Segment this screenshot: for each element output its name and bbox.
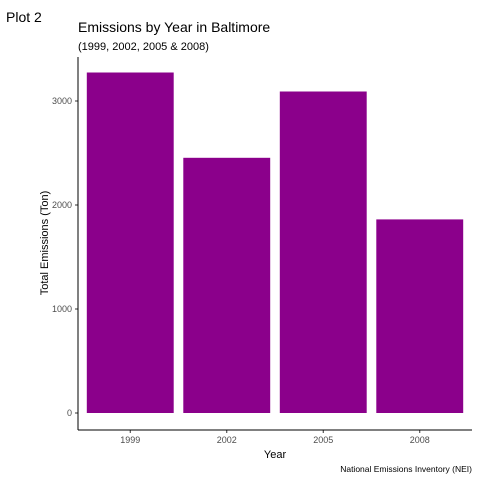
y-tick-label-1000: 1000 <box>52 304 72 314</box>
x-axis-ticks: 1999 2002 2005 2008 <box>120 430 430 445</box>
y-axis-ticks: 0 1000 2000 3000 <box>52 96 78 418</box>
bar-2008 <box>376 219 464 413</box>
y-tick-label-0: 0 <box>67 408 72 418</box>
y-axis-title: Total Emissions (Ton) <box>39 191 51 296</box>
y-tick-label-3000: 3000 <box>52 96 72 106</box>
bars-group <box>86 72 464 413</box>
bar-1999 <box>86 72 174 413</box>
x-tick-label-2005: 2005 <box>313 435 333 445</box>
y-tick-label-2000: 2000 <box>52 200 72 210</box>
bar-2002 <box>183 157 271 413</box>
x-tick-label-1999: 1999 <box>120 435 140 445</box>
chart-subtitle: (1999, 2002, 2005 & 2008) <box>78 41 209 53</box>
x-tick-label-2002: 2002 <box>217 435 237 445</box>
chart-title: Emissions by Year in Baltimore <box>78 19 270 35</box>
x-axis-title: Year <box>264 449 287 461</box>
bar-2005 <box>279 91 367 413</box>
x-tick-label-2008: 2008 <box>410 435 430 445</box>
plot-tag: Plot 2 <box>6 9 42 25</box>
chart-caption: National Emissions Inventory (NEI) <box>340 464 472 474</box>
